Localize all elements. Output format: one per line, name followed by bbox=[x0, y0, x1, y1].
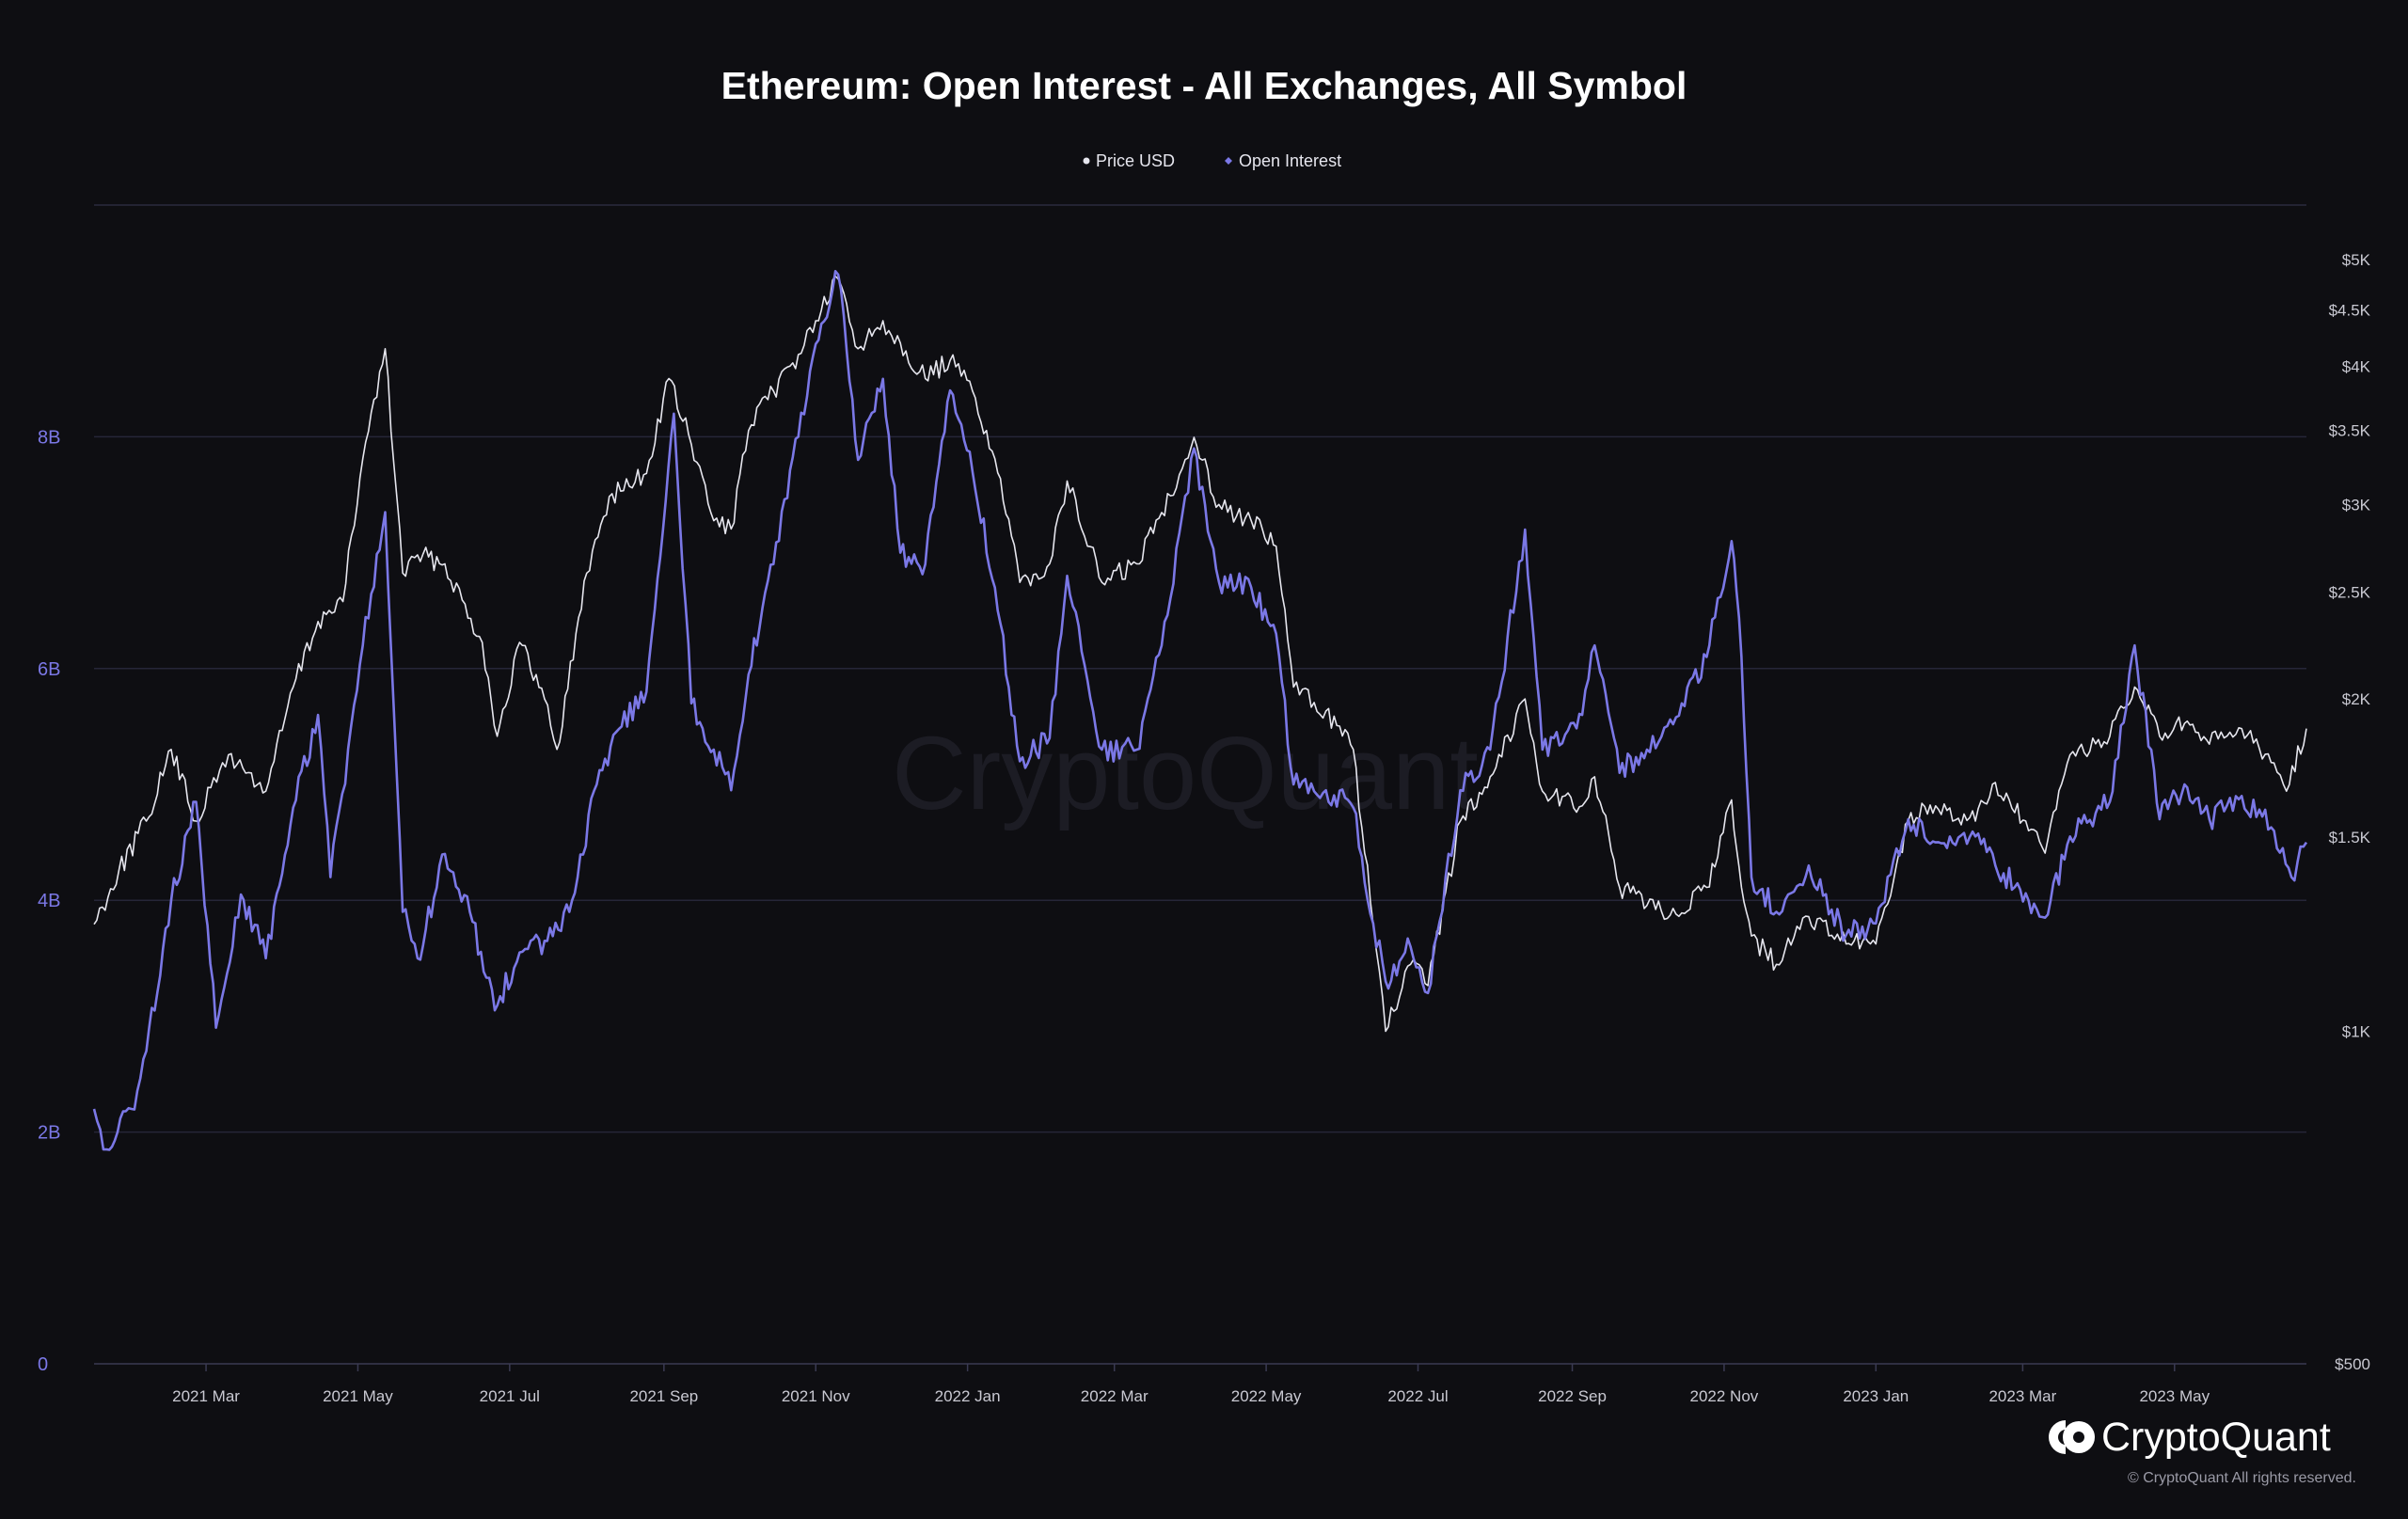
x-tick-label: 2023 May bbox=[2139, 1387, 2210, 1405]
y-left-tick-label: 8B bbox=[38, 427, 60, 448]
x-tick-label: 2021 Mar bbox=[172, 1387, 240, 1405]
y-left-tick-label: 6B bbox=[38, 659, 60, 680]
y-right-tick-label: $3.5K bbox=[2329, 422, 2371, 440]
x-tick-label: 2022 Mar bbox=[1081, 1387, 1149, 1405]
x-tick-label: 2022 May bbox=[1231, 1387, 1302, 1405]
y-right-tick-label: $2.5K bbox=[2329, 583, 2371, 601]
series-open-interest-line bbox=[92, 270, 2308, 1151]
y-right-tick-label: $3K bbox=[2342, 496, 2371, 514]
x-tick-label: 2023 Jan bbox=[1843, 1387, 1909, 1405]
legend-item-open-interest[interactable]: Open Interest bbox=[1225, 151, 1341, 170]
x-tick-label: 2022 Jul bbox=[1387, 1387, 1448, 1405]
brand-name: CryptoQuant bbox=[2101, 1415, 2331, 1460]
x-tick-label: 2022 Sep bbox=[1538, 1387, 1607, 1405]
axes: 0 2B 4B 6B 8B $500 $1K $1.5K $2K $2.5K $3K $3.5K $4K… bbox=[38, 251, 2371, 1405]
x-tick-label: 2021 May bbox=[323, 1387, 393, 1405]
chart-title: Ethereum: Open Interest - All Exchanges,… bbox=[721, 64, 1687, 107]
x-tick-label: 2022 Nov bbox=[1690, 1387, 1759, 1405]
y-right-tick-label: $4.5K bbox=[2329, 302, 2371, 320]
watermark: CryptoQuant bbox=[892, 716, 1479, 831]
series-price-usd-line bbox=[93, 275, 2307, 1033]
legend: Price USD Open Interest bbox=[1083, 151, 1341, 170]
x-tick-label: 2021 Jul bbox=[480, 1387, 540, 1405]
y-right-tick-label: $5K bbox=[2342, 251, 2371, 269]
x-tick-label: 2021 Nov bbox=[782, 1387, 850, 1405]
legend-marker-price bbox=[1083, 157, 1090, 165]
x-tick-label: 2023 Mar bbox=[1988, 1387, 2056, 1405]
y-right-tick-label: $1K bbox=[2342, 1023, 2371, 1041]
y-left-tick-label: 2B bbox=[38, 1123, 60, 1144]
y-left-tick-label: 4B bbox=[38, 891, 60, 911]
x-tick-label: 2021 Sep bbox=[629, 1387, 698, 1405]
copyright-text: © CryptoQuant All rights reserved. bbox=[2128, 1470, 2356, 1486]
legend-marker-open-interest bbox=[1225, 157, 1232, 165]
plot-area bbox=[92, 270, 2308, 1151]
legend-item-price[interactable]: Price USD bbox=[1083, 151, 1176, 170]
y-right-tick-label: $4K bbox=[2342, 358, 2371, 376]
y-right-tick-label: $2K bbox=[2342, 690, 2371, 708]
brand-logo: CryptoQuant bbox=[2049, 1415, 2331, 1460]
y-right-tick-label: $500 bbox=[2335, 1355, 2370, 1373]
y-right-tick-label: $1.5K bbox=[2329, 829, 2371, 847]
legend-label-open-interest: Open Interest bbox=[1239, 151, 1341, 170]
x-tick-label: 2022 Jan bbox=[935, 1387, 1001, 1405]
legend-label-price: Price USD bbox=[1096, 151, 1175, 170]
cryptoquant-logo-icon bbox=[2049, 1420, 2095, 1454]
y-left-tick-label: 0 bbox=[38, 1354, 48, 1375]
